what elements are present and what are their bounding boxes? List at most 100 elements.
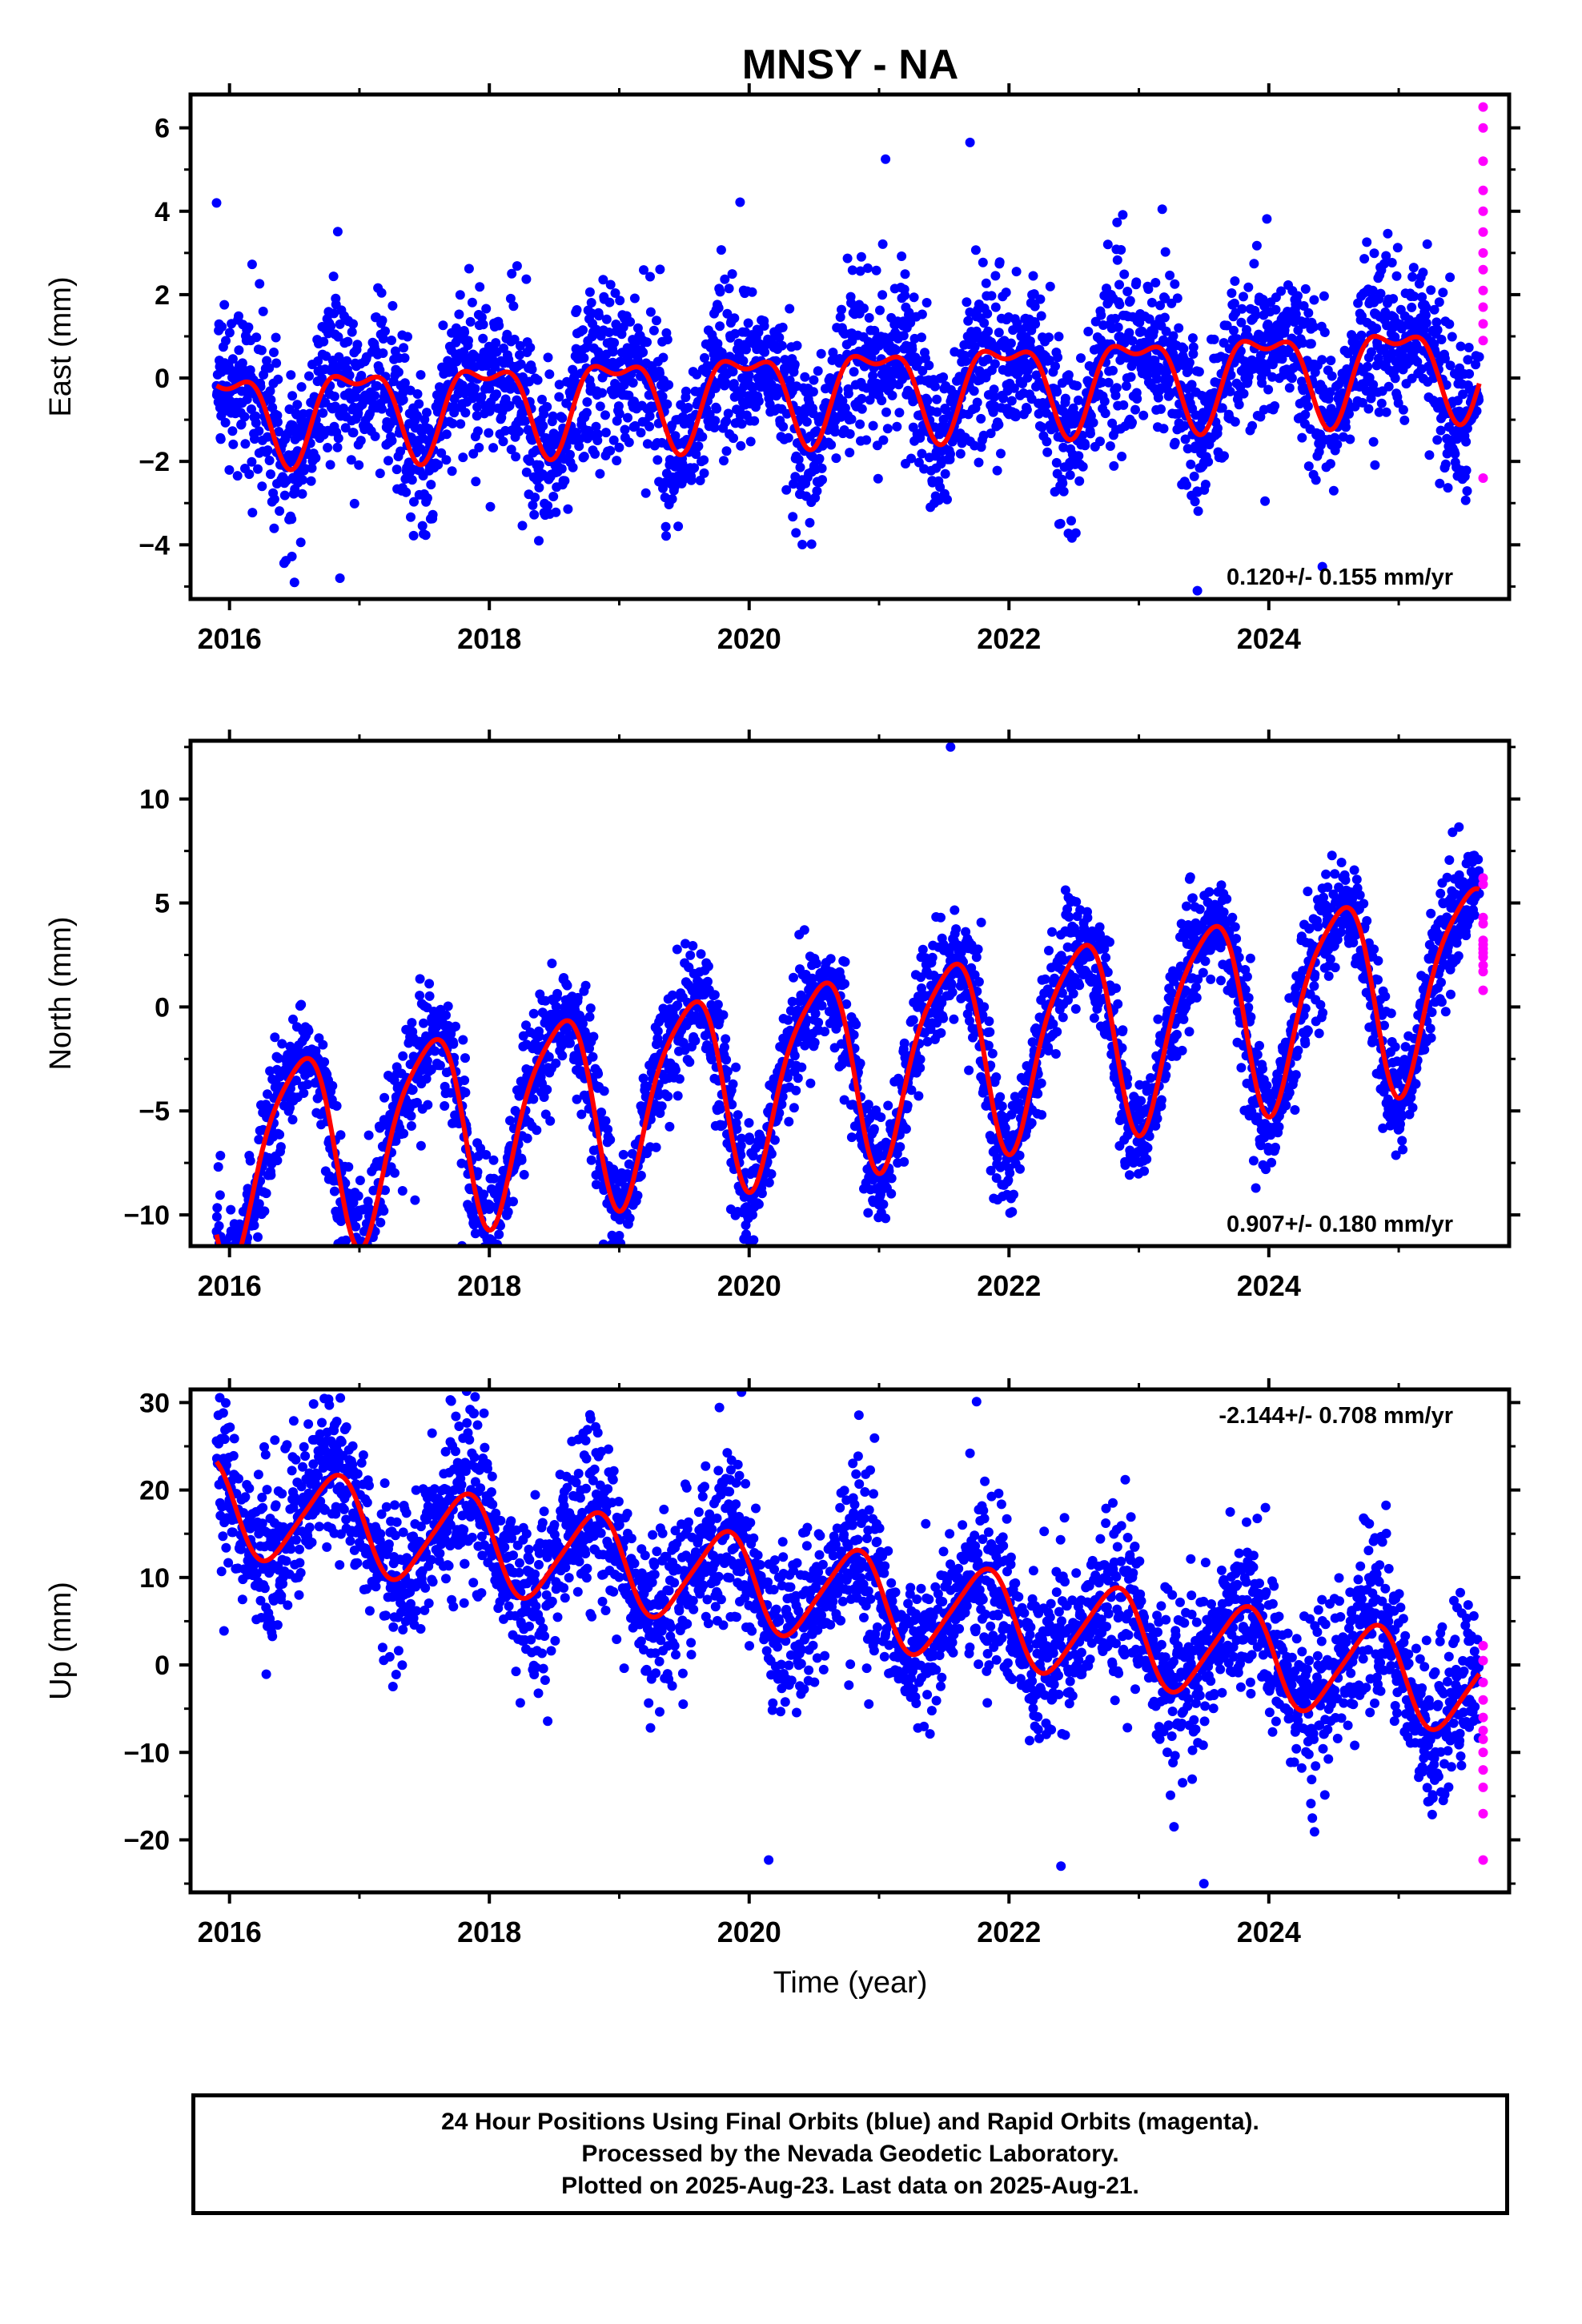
data-point (298, 475, 307, 485)
data-point (275, 1142, 286, 1152)
data-point (295, 423, 305, 433)
data-point (805, 517, 815, 528)
data-point (1456, 341, 1466, 352)
data-point (640, 488, 651, 498)
data-point (1086, 428, 1095, 439)
data-point (502, 329, 512, 340)
data-point (400, 378, 410, 388)
data-point (460, 1088, 471, 1098)
data-point (1281, 318, 1291, 328)
data-point (368, 1185, 379, 1196)
data-point (992, 465, 1002, 476)
outlier-point (335, 573, 345, 583)
data-point (494, 1229, 504, 1240)
data-point (610, 288, 620, 298)
data-point (422, 1055, 432, 1066)
data-point (225, 1260, 235, 1269)
data-point (269, 348, 279, 357)
data-point (629, 293, 640, 304)
data-point (753, 327, 764, 337)
rapid-orbit-points (1478, 102, 1488, 483)
data-point (357, 1297, 367, 1307)
data-point (350, 1256, 359, 1265)
data-point (539, 1092, 549, 1102)
data-point (1357, 311, 1367, 321)
data-point (820, 1027, 830, 1037)
data-point (817, 475, 827, 485)
data-point (736, 440, 746, 451)
data-point (611, 320, 621, 329)
data-point (1363, 404, 1374, 414)
data-point (713, 303, 724, 313)
data-point (568, 462, 578, 472)
data-point (1362, 237, 1372, 247)
data-point (1050, 361, 1060, 372)
data-point (410, 1195, 420, 1205)
data-point (757, 1188, 767, 1199)
data-point (817, 463, 827, 473)
data-point (273, 1053, 283, 1063)
data-point (1121, 381, 1131, 391)
data-point (340, 423, 351, 433)
data-point (795, 462, 805, 472)
data-point (900, 269, 910, 279)
data-point (681, 939, 690, 949)
data-point (227, 1301, 236, 1311)
data-point (1150, 278, 1161, 287)
data-point (940, 468, 950, 479)
data-point (485, 501, 496, 512)
data-point (887, 390, 897, 400)
data-point (667, 494, 677, 505)
data-point (269, 494, 279, 505)
data-point (970, 342, 980, 352)
data-point (537, 394, 547, 404)
data-point (328, 271, 339, 282)
data-point (247, 456, 257, 467)
data-point (600, 1116, 611, 1126)
data-point (837, 304, 846, 315)
data-point (1277, 354, 1287, 364)
data-point (343, 336, 353, 347)
data-point (1345, 434, 1355, 444)
data-point (516, 1155, 527, 1165)
data-point (891, 344, 901, 355)
data-point (706, 1055, 717, 1065)
data-point (247, 259, 257, 270)
data-point (521, 467, 532, 477)
data-point (1443, 483, 1453, 493)
data-point (998, 393, 1009, 404)
data-point (1368, 436, 1379, 447)
data-point (1226, 370, 1236, 380)
data-point (408, 530, 419, 541)
data-point (1073, 395, 1083, 405)
data-point (618, 1149, 628, 1160)
data-point (1412, 356, 1423, 367)
data-point (476, 1144, 486, 1153)
data-point (1325, 387, 1335, 397)
data-point (729, 433, 738, 444)
data-point (1161, 326, 1171, 336)
y-tick-label: −4 (139, 530, 170, 561)
data-point (243, 1184, 253, 1194)
data-point (1076, 353, 1086, 364)
data-point (534, 536, 544, 546)
data-point (303, 1026, 314, 1036)
data-point (240, 1250, 250, 1260)
data-point (979, 318, 990, 328)
data-point (596, 1108, 607, 1117)
data-point (245, 1156, 255, 1166)
data-point (1229, 298, 1239, 308)
data-point (791, 528, 801, 538)
data-point (594, 311, 604, 321)
data-point (717, 1120, 728, 1131)
data-point (405, 385, 416, 396)
data-point (990, 392, 1000, 402)
data-point (1119, 269, 1130, 279)
data-point (1227, 288, 1237, 298)
data-point (254, 1135, 264, 1144)
data-point (227, 1302, 237, 1312)
data-point (234, 345, 244, 356)
data-point (797, 1062, 807, 1072)
data-point (727, 269, 737, 279)
